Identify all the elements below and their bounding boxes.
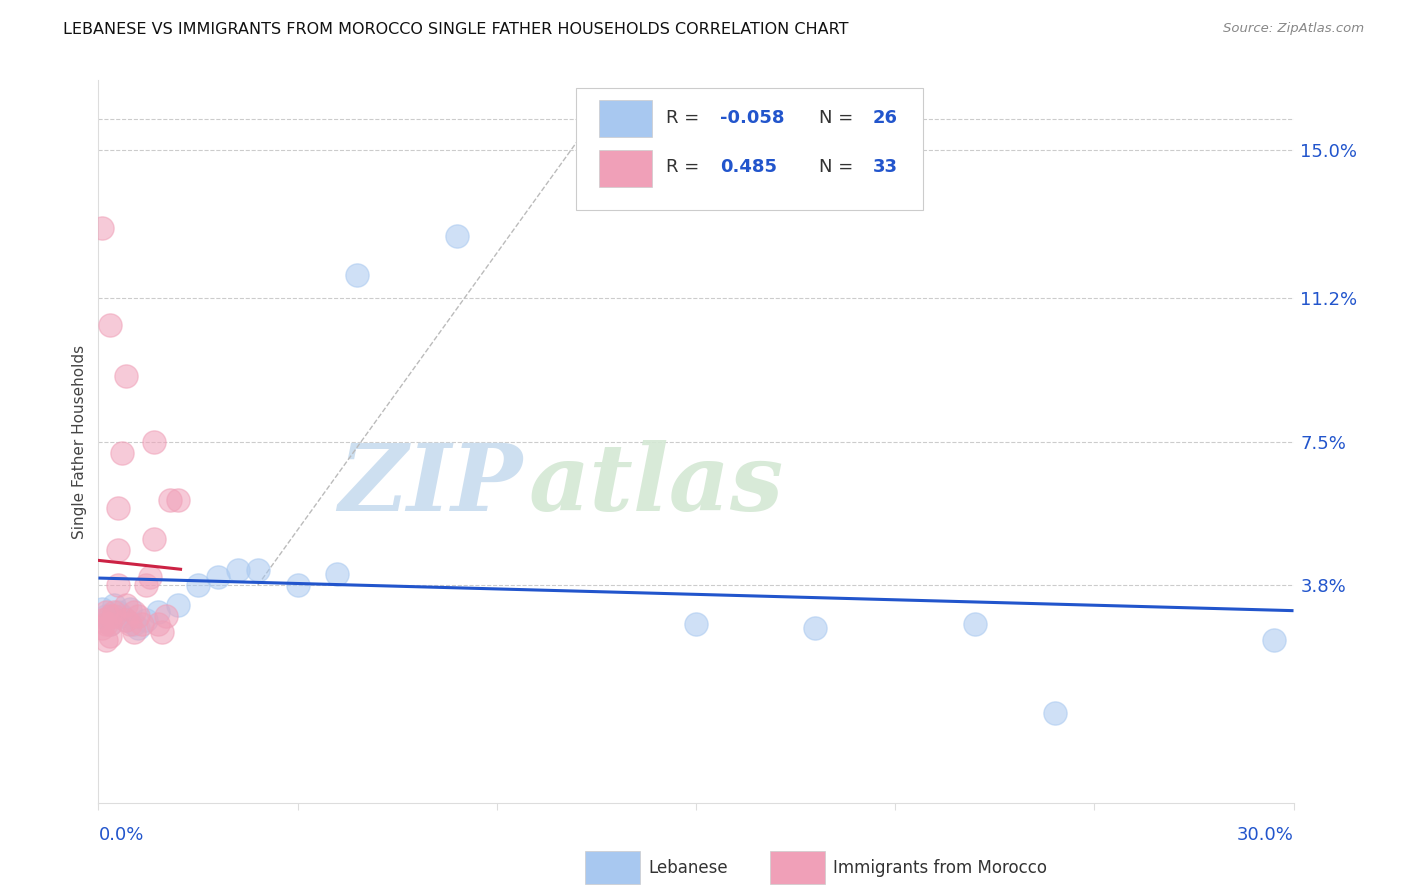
Point <box>111 609 134 624</box>
Point <box>96 606 118 620</box>
Point <box>98 617 122 632</box>
Point <box>155 609 177 624</box>
FancyBboxPatch shape <box>599 100 652 136</box>
Text: R =: R = <box>666 158 711 176</box>
Point <box>135 613 157 627</box>
Point <box>103 609 125 624</box>
Point <box>127 621 149 635</box>
Point <box>103 606 125 620</box>
FancyBboxPatch shape <box>576 87 922 211</box>
Point <box>167 492 190 507</box>
Point <box>135 578 157 592</box>
Point <box>127 609 149 624</box>
Point <box>148 606 170 620</box>
Point <box>115 368 138 383</box>
Point <box>139 570 162 584</box>
Point <box>103 598 125 612</box>
Point <box>115 598 138 612</box>
Point <box>246 563 269 577</box>
Point <box>107 606 129 620</box>
Text: N =: N = <box>820 109 859 127</box>
Point <box>96 609 118 624</box>
Point <box>150 624 173 639</box>
Text: ZIP: ZIP <box>339 440 523 530</box>
Point <box>91 601 114 615</box>
Point <box>124 624 146 639</box>
Text: Source: ZipAtlas.com: Source: ZipAtlas.com <box>1223 22 1364 36</box>
Text: atlas: atlas <box>529 440 785 530</box>
Point <box>143 434 166 449</box>
Y-axis label: Single Father Households: Single Father Households <box>72 344 87 539</box>
Point <box>446 228 468 243</box>
Text: Lebanese: Lebanese <box>648 859 728 877</box>
Point <box>207 570 229 584</box>
Point <box>107 500 129 515</box>
Point <box>111 446 134 460</box>
Point <box>96 632 118 647</box>
Text: -0.058: -0.058 <box>720 109 785 127</box>
Point <box>115 613 138 627</box>
Point <box>98 617 122 632</box>
Point <box>1263 632 1285 647</box>
Text: 0.485: 0.485 <box>720 158 778 176</box>
Point <box>98 629 122 643</box>
Point <box>326 566 349 581</box>
Text: 26: 26 <box>873 109 898 127</box>
Point <box>226 563 249 577</box>
Point <box>1043 706 1066 721</box>
Text: R =: R = <box>666 109 704 127</box>
Text: 30.0%: 30.0% <box>1237 826 1294 844</box>
Point <box>98 318 122 332</box>
Point <box>107 578 129 592</box>
Point <box>804 621 827 635</box>
Point <box>159 492 181 507</box>
Point <box>124 606 146 620</box>
Point <box>115 613 138 627</box>
Point <box>148 617 170 632</box>
Point <box>91 613 114 627</box>
Point <box>96 617 118 632</box>
Point <box>120 617 142 632</box>
Point <box>346 268 368 282</box>
Point <box>120 601 142 615</box>
Point <box>187 578 209 592</box>
Text: Immigrants from Morocco: Immigrants from Morocco <box>834 859 1047 877</box>
Text: 0.0%: 0.0% <box>98 826 143 844</box>
FancyBboxPatch shape <box>599 151 652 187</box>
Point <box>98 609 122 624</box>
Point <box>685 617 707 632</box>
Point <box>963 617 986 632</box>
Point <box>124 617 146 632</box>
Point <box>167 598 190 612</box>
FancyBboxPatch shape <box>585 851 640 885</box>
Point <box>91 621 114 635</box>
Text: LEBANESE VS IMMIGRANTS FROM MOROCCO SINGLE FATHER HOUSEHOLDS CORRELATION CHART: LEBANESE VS IMMIGRANTS FROM MOROCCO SING… <box>63 22 849 37</box>
Point <box>131 617 153 632</box>
Point <box>107 543 129 558</box>
FancyBboxPatch shape <box>770 851 825 885</box>
Point <box>287 578 309 592</box>
Text: N =: N = <box>820 158 859 176</box>
Point <box>143 532 166 546</box>
Point <box>91 220 114 235</box>
Text: 33: 33 <box>873 158 898 176</box>
